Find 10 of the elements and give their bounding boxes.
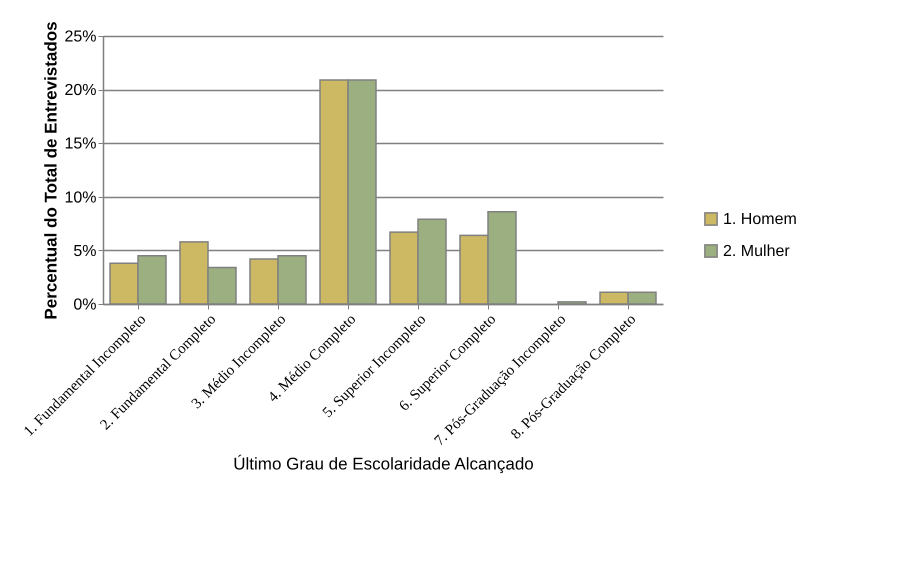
y-tick-label: 15% [64,136,96,153]
y-tick-label: 20% [64,82,96,100]
x-axis-title: Último Grau de Escolaridade Alcançado [233,454,534,474]
y-tick-label: 10% [64,189,96,206]
y-tick-label: 25% [64,28,96,46]
y-tick-label: 0% [73,296,96,314]
y-axis-title: Percentual do Total de Entrevistados [41,21,60,320]
y-tick-label: 5% [73,242,96,260]
legend-label: 2. Mulher [723,243,790,260]
legend-label: 1. Homem [723,211,797,228]
